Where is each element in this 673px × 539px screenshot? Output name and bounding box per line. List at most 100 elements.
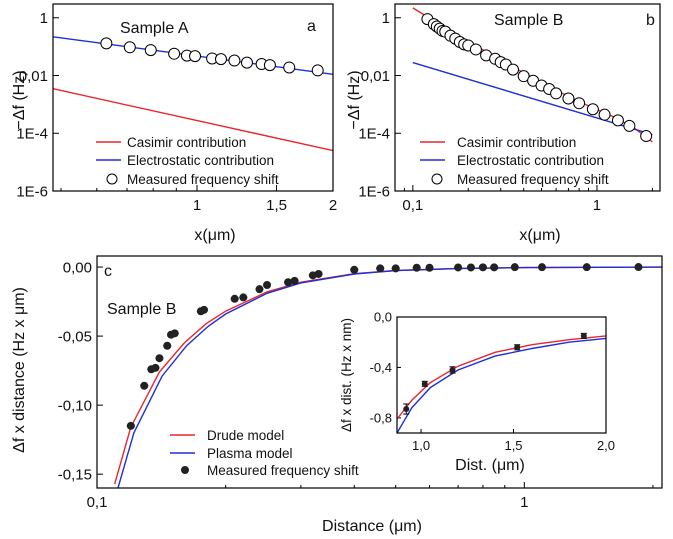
legend-measured-marker [431, 173, 443, 185]
axes-frame [52, 3, 334, 192]
data-point [421, 380, 428, 387]
legend-drude-label: Drude model [207, 428, 284, 443]
panel-b: 0,1 1 1E-6 1E-4 0,01 1 b Sample B x(μm) −Δf (… [346, 3, 661, 244]
data-point [391, 264, 400, 273]
series-line [397, 335, 606, 420]
inset-background [370, 316, 607, 434]
data-point [255, 285, 264, 294]
legend-measured-label: Measured frequency shift [457, 172, 609, 187]
x-tick-label: 2 [329, 197, 337, 214]
series-line [397, 337, 606, 433]
y-tick-label: -0,8 [370, 410, 392, 425]
x-tick-label: 2,0 [597, 438, 615, 453]
panel-c-legend: Drude model Plasma model Measured freque… [170, 428, 359, 478]
legend-plasma-label: Plasma model [207, 446, 293, 461]
data-point [510, 263, 519, 272]
data-point [469, 43, 482, 56]
legend-measured-label: Measured frequency shift [207, 463, 359, 478]
data-point [466, 263, 475, 272]
axes-frame [96, 255, 663, 489]
data-point [228, 54, 241, 67]
y-tick-label: -0,10 [58, 397, 92, 414]
panel-c: 0,1 1 0,00 -0,05 -0,10 -0,15 c Sample B Dista… [11, 255, 663, 535]
series-line [53, 88, 333, 152]
data-point [126, 421, 135, 430]
data-point [290, 276, 299, 285]
y-tick-label: 0,00 [63, 259, 92, 276]
data-point [163, 341, 172, 350]
data-point [376, 264, 385, 273]
series-group [397, 332, 606, 433]
data-point [582, 263, 591, 272]
panel-b-plot-area: 0,1 1 1E-6 1E-4 0,01 1 [358, 3, 661, 214]
inset-ylabel: Δf x dist. (Hz x nm) [339, 318, 354, 432]
data-point [314, 269, 323, 278]
legend-electrostatic-label: Electrostatic contribution [127, 153, 274, 168]
panel-b-legend: Casimir contribution Electrostatic contr… [420, 135, 609, 187]
y-tick-label: 1E-4 [358, 126, 390, 143]
y-tick-label: 1 [382, 10, 390, 27]
data-point [151, 363, 160, 372]
data-point [425, 263, 434, 272]
data-point [573, 97, 586, 110]
data-point [311, 64, 324, 77]
data-point [507, 63, 520, 76]
y-tick-label: -0,05 [58, 328, 92, 345]
data-point [478, 263, 487, 272]
data-point [514, 344, 521, 351]
legend-casimir-label: Casimir contribution [127, 135, 246, 150]
data-point [263, 59, 276, 72]
panel-b-label: b [646, 12, 655, 29]
data-point [640, 130, 653, 143]
y-tick-label: 1E-4 [16, 126, 48, 143]
data-point [562, 92, 575, 105]
series-group [114, 263, 662, 488]
x-tick-label: 1,5 [504, 438, 522, 453]
x-tick-label: 1,0 [412, 438, 430, 453]
y-tick-label: 0,01 [19, 68, 48, 85]
data-point [454, 263, 463, 272]
y-tick-label: -0,4 [370, 360, 392, 375]
data-point [155, 354, 164, 363]
panel-c-ylabel: Δf x distance (Hz x μm) [11, 287, 28, 453]
panel-b-sample-label: Sample B [494, 12, 563, 29]
y-tick-label: -0,15 [58, 466, 92, 483]
data-point [537, 263, 546, 272]
data-point [123, 41, 136, 54]
data-point [230, 294, 239, 303]
y-tick-label: 1 [40, 10, 48, 27]
data-point [586, 103, 599, 116]
data-point [403, 406, 410, 413]
x-tick-label: 1 [520, 494, 528, 511]
panel-c-sample-label: Sample B [107, 301, 176, 318]
panel-b-ylabel: −Δf (Hz) [346, 70, 363, 129]
data-point [412, 263, 421, 272]
data-point [168, 47, 181, 60]
data-point [214, 53, 227, 66]
data-point [449, 366, 456, 373]
panel-c-xlabel: Distance (μm) [322, 518, 422, 535]
data-point [140, 381, 149, 390]
legend-measured-label: Measured frequency shift [127, 172, 279, 187]
y-tick-label: 1E-6 [16, 183, 48, 200]
panel-b-xlabel: x(μm) [519, 227, 560, 244]
data-point [100, 37, 113, 50]
panel-a-plot-area: 1 1,5 2 1E-6 1E-4 0,01 1 [16, 3, 337, 214]
data-point [350, 265, 359, 274]
data-point [284, 278, 293, 287]
legend-casimir-label: Casimir contribution [457, 135, 576, 150]
axes-frame [394, 3, 661, 192]
data-point [144, 44, 157, 57]
panel-c-label: c [104, 263, 112, 280]
data-point [263, 281, 272, 289]
y-tick-label: 1E-6 [358, 183, 390, 200]
panel-a-legend: Casimir contribution Electrostatic contr… [96, 135, 279, 187]
panel-a: 1 1,5 2 1E-6 1E-4 0,01 1 a Sample A x(μm) −Δf … [11, 3, 337, 244]
y-tick-label: 0,0 [374, 310, 392, 325]
data-point [611, 114, 624, 127]
legend-electrostatic-label: Electrostatic contribution [457, 153, 604, 168]
inset-xlabel: Dist. (μm) [455, 457, 525, 474]
panel-a-xlabel: x(μm) [194, 227, 235, 244]
inset-plot-area: 1,0 1,5 2,0 0,0 -0,4 -0,8 [370, 310, 615, 453]
